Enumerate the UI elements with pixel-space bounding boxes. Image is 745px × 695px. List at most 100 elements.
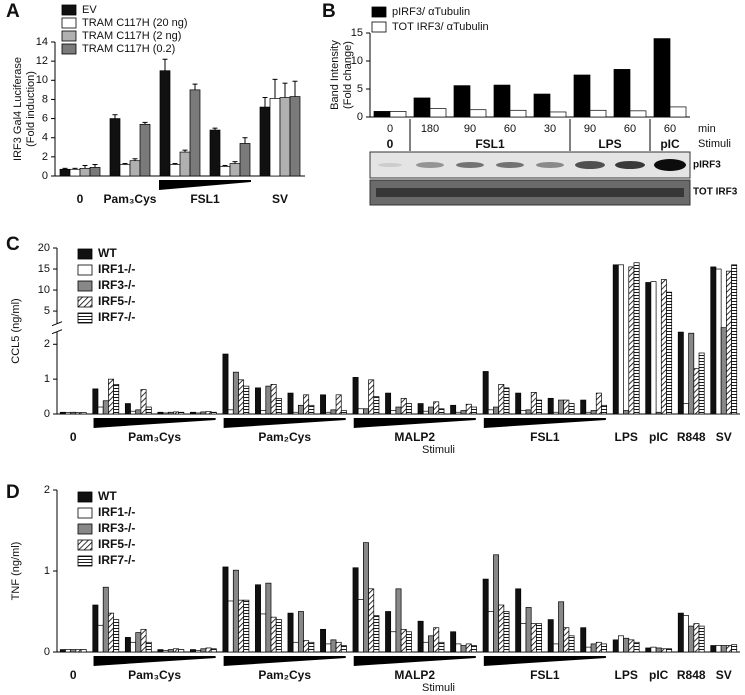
bar <box>320 628 326 653</box>
bar <box>493 406 500 415</box>
bar <box>232 371 239 415</box>
bar <box>710 266 717 415</box>
bar <box>59 168 71 177</box>
bar <box>693 623 700 653</box>
bar <box>693 368 700 415</box>
blot-label: pIRF3 <box>693 160 721 171</box>
stimulus-label: pIC <box>660 137 680 151</box>
bar <box>655 647 662 653</box>
x-tick-label: 180 <box>421 123 439 135</box>
blot-band <box>456 162 484 168</box>
bar <box>130 641 137 653</box>
bar <box>363 542 369 653</box>
legend-swatch <box>61 17 77 29</box>
bar <box>189 411 196 415</box>
bar <box>400 628 407 653</box>
bar <box>450 631 457 653</box>
bar <box>97 406 104 415</box>
bar <box>335 641 342 653</box>
x-tick-label: 0 <box>70 668 77 682</box>
blot-band <box>496 162 524 168</box>
bar <box>547 397 554 415</box>
bar <box>633 641 640 653</box>
bar <box>731 264 738 415</box>
legend-label: IRF5-/- <box>98 294 135 308</box>
legend-label: IRF1-/- <box>98 262 135 276</box>
bar <box>162 650 169 653</box>
bar <box>400 397 407 415</box>
bar <box>558 399 565 415</box>
y-tick-label: 15 <box>38 263 50 275</box>
bar <box>715 645 722 653</box>
legend-label: IRF5-/- <box>98 537 135 551</box>
bar <box>352 377 359 415</box>
dose-wedge <box>223 418 346 428</box>
bar <box>683 615 689 653</box>
y-tick-label: 6 <box>42 112 48 124</box>
bar <box>108 378 114 415</box>
dose-wedge <box>483 418 606 428</box>
bar <box>89 167 101 177</box>
bar <box>289 96 301 177</box>
bar <box>113 384 120 415</box>
bar <box>189 649 196 653</box>
bar <box>75 649 82 653</box>
bar <box>363 408 369 415</box>
bar <box>590 410 597 415</box>
bar <box>130 410 137 415</box>
legend-swatch <box>77 491 93 503</box>
x-axis-label: Stimuli <box>422 444 455 456</box>
legend-swatch <box>61 43 77 55</box>
bar <box>135 632 142 653</box>
bar <box>195 650 202 653</box>
bar <box>205 647 212 653</box>
y-tick-label: 5 <box>357 83 363 95</box>
bar <box>178 649 185 653</box>
x-tick-label: 60 <box>504 123 516 135</box>
bar <box>653 38 671 118</box>
bar <box>200 648 207 653</box>
bar <box>75 412 82 415</box>
bar <box>357 408 364 415</box>
bar <box>731 644 738 653</box>
bar <box>389 111 407 118</box>
bar <box>710 645 717 653</box>
bar <box>297 611 304 653</box>
bar <box>395 588 402 653</box>
bar <box>453 85 471 118</box>
bar <box>140 389 147 415</box>
bar <box>65 649 72 653</box>
bar <box>113 619 120 653</box>
bar <box>70 411 77 415</box>
bar <box>243 599 250 653</box>
bar <box>628 266 635 415</box>
bar <box>503 611 510 653</box>
bar <box>238 379 245 415</box>
y-tick-label: 1 <box>44 373 50 385</box>
bar <box>469 109 487 118</box>
y-tick-label: 2 <box>44 338 50 350</box>
legend-swatch <box>371 21 387 33</box>
bar <box>549 111 567 118</box>
bar <box>536 399 542 415</box>
bar <box>102 586 109 653</box>
bar <box>65 412 72 415</box>
legend-swatch <box>61 4 77 16</box>
bar <box>210 648 217 653</box>
bar <box>390 631 397 653</box>
bar <box>590 643 597 653</box>
bar <box>260 613 267 653</box>
legend-label: IRF1-/- <box>98 505 135 519</box>
y-tick-label: 0 <box>357 111 363 123</box>
bar <box>720 327 727 415</box>
x-tick-label: FSL1 <box>190 192 220 206</box>
bar <box>498 384 505 415</box>
stimulus-label: LPS <box>598 137 621 151</box>
blot-band <box>416 162 444 168</box>
bar <box>139 123 151 177</box>
bar <box>109 118 121 177</box>
bar <box>530 623 537 653</box>
bar <box>455 643 462 653</box>
legend-swatch <box>61 30 77 42</box>
y-tick-label: 8 <box>42 93 48 105</box>
